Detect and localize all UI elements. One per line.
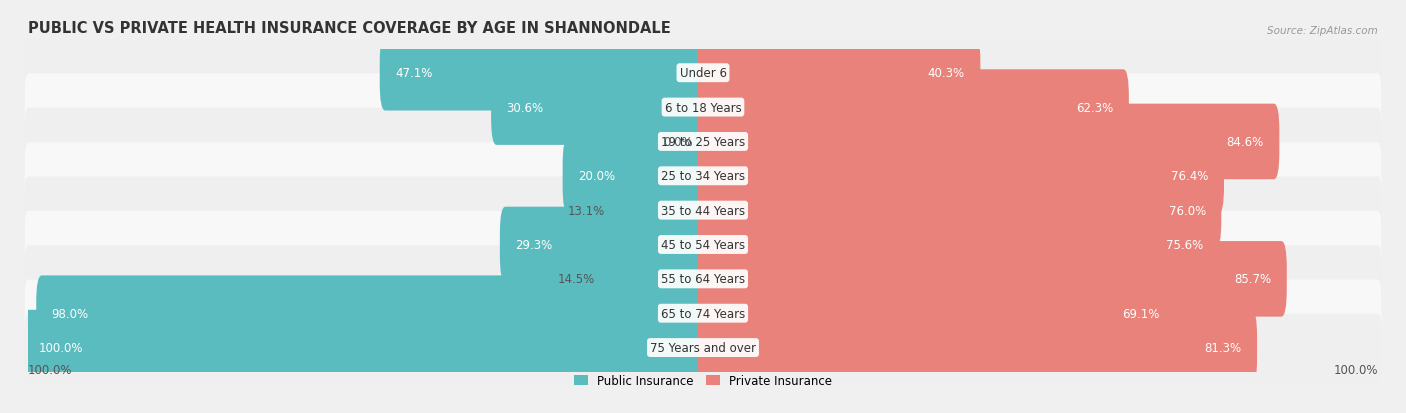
- Text: 30.6%: 30.6%: [506, 101, 544, 114]
- Text: 69.1%: 69.1%: [1122, 307, 1159, 320]
- Text: 65 to 74 Years: 65 to 74 Years: [661, 307, 745, 320]
- Text: 62.3%: 62.3%: [1076, 101, 1114, 114]
- Text: 25 to 34 Years: 25 to 34 Years: [661, 170, 745, 183]
- Text: 100.0%: 100.0%: [1333, 363, 1378, 377]
- FancyBboxPatch shape: [697, 173, 1222, 248]
- Text: Under 6: Under 6: [679, 67, 727, 80]
- Text: 81.3%: 81.3%: [1205, 341, 1241, 354]
- FancyBboxPatch shape: [25, 143, 1381, 210]
- Text: 40.3%: 40.3%: [928, 67, 965, 80]
- Text: 76.4%: 76.4%: [1171, 170, 1209, 183]
- Text: 14.5%: 14.5%: [558, 273, 595, 286]
- Text: 47.1%: 47.1%: [395, 67, 433, 80]
- FancyBboxPatch shape: [491, 70, 709, 145]
- Text: 98.0%: 98.0%: [52, 307, 89, 320]
- FancyBboxPatch shape: [697, 310, 1257, 385]
- Text: 100.0%: 100.0%: [28, 363, 73, 377]
- Text: 6 to 18 Years: 6 to 18 Years: [665, 101, 741, 114]
- FancyBboxPatch shape: [697, 139, 1225, 214]
- Text: 75 Years and over: 75 Years and over: [650, 341, 756, 354]
- FancyBboxPatch shape: [25, 109, 1381, 176]
- FancyBboxPatch shape: [25, 314, 1381, 381]
- FancyBboxPatch shape: [697, 70, 1129, 145]
- FancyBboxPatch shape: [22, 310, 709, 385]
- Text: 20.0%: 20.0%: [578, 170, 616, 183]
- Text: 100.0%: 100.0%: [38, 341, 83, 354]
- FancyBboxPatch shape: [25, 280, 1381, 347]
- FancyBboxPatch shape: [37, 276, 709, 351]
- Text: 0.0%: 0.0%: [664, 135, 693, 149]
- Text: 29.3%: 29.3%: [516, 238, 553, 252]
- FancyBboxPatch shape: [697, 104, 1279, 180]
- FancyBboxPatch shape: [697, 242, 1286, 317]
- FancyBboxPatch shape: [380, 36, 709, 111]
- FancyBboxPatch shape: [25, 74, 1381, 141]
- Text: PUBLIC VS PRIVATE HEALTH INSURANCE COVERAGE BY AGE IN SHANNONDALE: PUBLIC VS PRIVATE HEALTH INSURANCE COVER…: [28, 21, 671, 36]
- FancyBboxPatch shape: [697, 276, 1175, 351]
- Legend: Public Insurance, Private Insurance: Public Insurance, Private Insurance: [569, 369, 837, 392]
- FancyBboxPatch shape: [609, 173, 709, 248]
- Text: 85.7%: 85.7%: [1234, 273, 1271, 286]
- FancyBboxPatch shape: [697, 207, 1219, 282]
- FancyBboxPatch shape: [25, 177, 1381, 244]
- Text: 13.1%: 13.1%: [567, 204, 605, 217]
- Text: Source: ZipAtlas.com: Source: ZipAtlas.com: [1267, 26, 1378, 36]
- Text: 75.6%: 75.6%: [1166, 238, 1204, 252]
- Text: 76.0%: 76.0%: [1168, 204, 1206, 217]
- FancyBboxPatch shape: [501, 207, 709, 282]
- FancyBboxPatch shape: [697, 36, 980, 111]
- FancyBboxPatch shape: [25, 246, 1381, 313]
- FancyBboxPatch shape: [25, 40, 1381, 107]
- Text: 35 to 44 Years: 35 to 44 Years: [661, 204, 745, 217]
- FancyBboxPatch shape: [600, 242, 709, 317]
- Text: 19 to 25 Years: 19 to 25 Years: [661, 135, 745, 149]
- Text: 55 to 64 Years: 55 to 64 Years: [661, 273, 745, 286]
- FancyBboxPatch shape: [25, 211, 1381, 278]
- FancyBboxPatch shape: [562, 139, 709, 214]
- Text: 45 to 54 Years: 45 to 54 Years: [661, 238, 745, 252]
- Text: 84.6%: 84.6%: [1226, 135, 1264, 149]
